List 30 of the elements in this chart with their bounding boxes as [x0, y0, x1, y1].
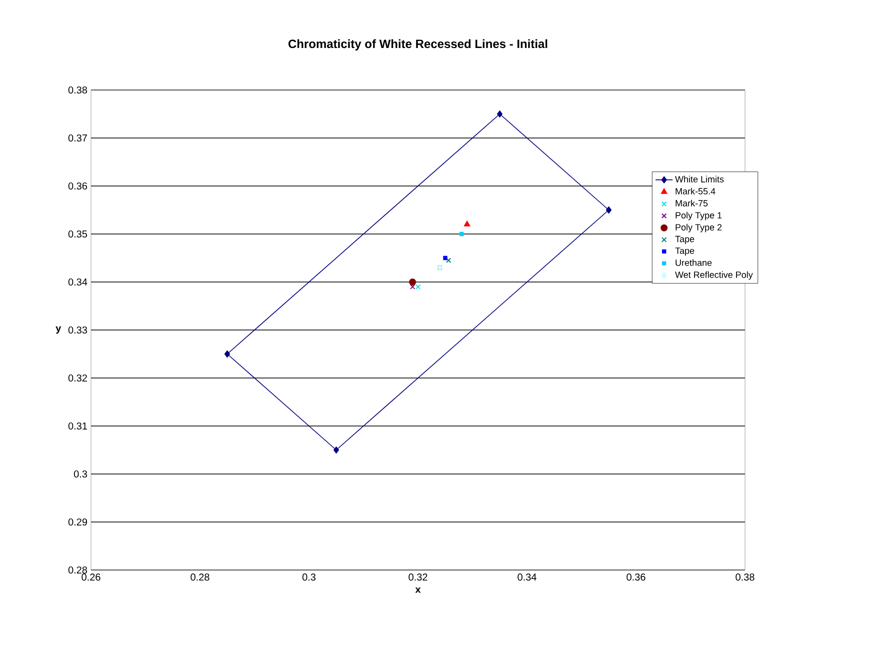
x-tick-label: 0.36: [626, 574, 646, 581]
y-tick-label: 0.35: [68, 230, 88, 238]
legend-label: Tape: [675, 236, 694, 244]
x-axis-title: x: [415, 587, 421, 593]
legend-label: Poly Type 1: [676, 212, 722, 220]
y-tick-label: 0.34: [68, 278, 88, 286]
x-tick-label: 0.34: [518, 574, 536, 581]
y-tick-label: 0.29: [68, 518, 87, 526]
y-tick-label: 0.28: [68, 566, 88, 574]
legend-label: Wet Reflective Poly: [675, 271, 753, 280]
x-tick-label: 0.38: [736, 574, 754, 581]
legend-label: Tape: [675, 248, 694, 256]
x-tick-label: 0.26: [82, 574, 100, 581]
x-tick-label: 0.3: [302, 574, 316, 581]
legend-label: White Limits: [675, 176, 724, 182]
y-tick-label: 0.36: [68, 182, 88, 190]
y-tick-label: 0.37: [68, 134, 87, 142]
legend-label: Mark-55.4: [676, 188, 716, 194]
y-tick-label: 0.38: [68, 86, 88, 94]
chart-title: Chromaticity of White Recessed Lines - Initial: [288, 39, 548, 50]
y-tick-label: 0.3: [74, 470, 88, 478]
legend-label: Urethane: [676, 259, 712, 266]
x-tick-label: 0.28: [190, 574, 210, 581]
y-tick-label: 0.33: [68, 326, 88, 334]
y-tick-label: 0.31: [68, 422, 87, 430]
x-tick-label: 0.32: [408, 574, 428, 581]
y-axis-title: y: [56, 326, 62, 334]
y-tick-label: 0.32: [68, 374, 87, 382]
legend-label: Mark-75: [676, 200, 708, 206]
legend-label: Poly Type 2: [676, 224, 722, 232]
